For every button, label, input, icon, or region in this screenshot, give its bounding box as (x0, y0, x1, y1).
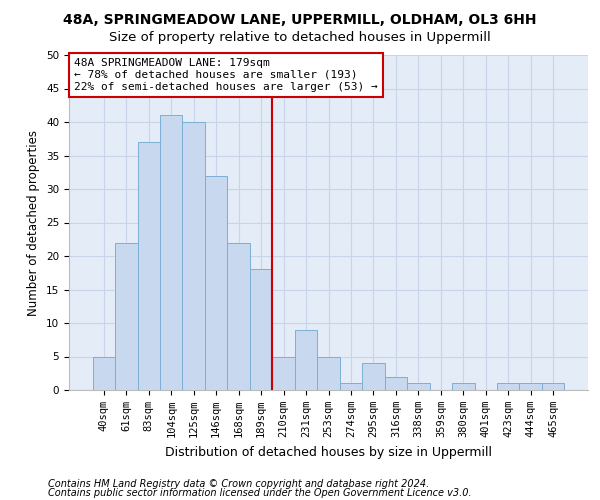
Bar (205, 176, 227, 390)
Text: 48A SPRINGMEADOW LANE: 179sqm
← 78% of detached houses are smaller (193)
22% of : 48A SPRINGMEADOW LANE: 179sqm ← 78% of d… (74, 58, 378, 92)
Bar (250, 270, 272, 390)
Bar (407, 384, 430, 390)
Bar (542, 384, 565, 390)
Bar (362, 363, 385, 390)
Bar (272, 356, 295, 390)
Text: Size of property relative to detached houses in Uppermill: Size of property relative to detached ho… (109, 31, 491, 44)
Bar (317, 356, 340, 390)
Bar (520, 384, 542, 390)
Text: Contains HM Land Registry data © Crown copyright and database right 2024.: Contains HM Land Registry data © Crown c… (48, 479, 429, 489)
Bar (452, 384, 475, 390)
Bar (160, 116, 182, 390)
Bar (385, 376, 407, 390)
Bar (340, 384, 362, 390)
Text: Contains public sector information licensed under the Open Government Licence v3: Contains public sector information licen… (48, 488, 472, 498)
Bar (115, 242, 137, 390)
Text: 48A, SPRINGMEADOW LANE, UPPERMILL, OLDHAM, OL3 6HH: 48A, SPRINGMEADOW LANE, UPPERMILL, OLDHA… (63, 12, 537, 26)
Bar (182, 122, 205, 390)
X-axis label: Distribution of detached houses by size in Uppermill: Distribution of detached houses by size … (165, 446, 492, 458)
Bar (92, 356, 115, 390)
Bar (227, 242, 250, 390)
Y-axis label: Number of detached properties: Number of detached properties (28, 130, 40, 316)
Bar (295, 330, 317, 390)
Bar (497, 384, 520, 390)
Bar (137, 142, 160, 390)
